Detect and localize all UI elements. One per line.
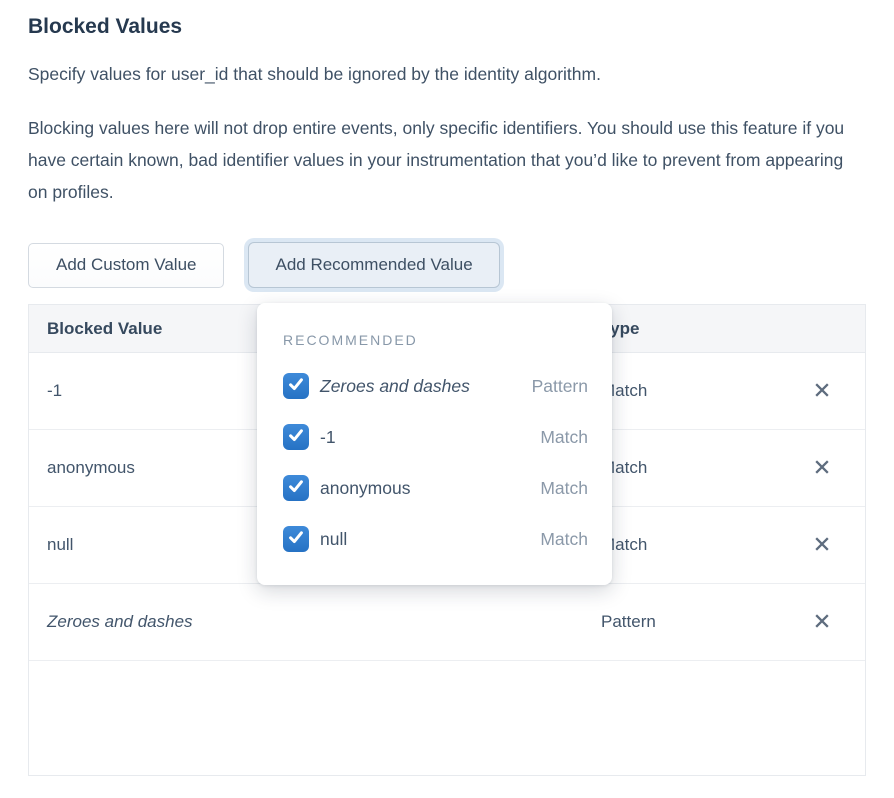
- toolbar: Add Custom Value Add Recommended Value: [28, 242, 866, 288]
- add-custom-value-button[interactable]: Add Custom Value: [28, 242, 225, 288]
- blocked-value-cell: -1: [47, 381, 63, 400]
- type-cell: Pattern: [601, 612, 656, 631]
- dropdown-header: RECOMMENDED: [283, 332, 418, 348]
- checkbox-checked[interactable]: [283, 475, 309, 501]
- remove-row-button[interactable]: [807, 453, 837, 483]
- dropdown-item-type: Match: [540, 528, 588, 549]
- page-note: Blocking values here will not drop entir…: [28, 118, 845, 202]
- close-icon: [813, 381, 831, 402]
- checkmark-icon: [286, 374, 306, 399]
- close-icon: [813, 535, 831, 556]
- remove-row-button[interactable]: [807, 607, 837, 637]
- checkmark-icon: [286, 425, 306, 450]
- recommended-values-dropdown: RECOMMENDED Zeroes and dashes Pattern -1…: [257, 303, 612, 585]
- table-row: Zeroes and dashes Pattern: [29, 584, 865, 661]
- type-cell: Match: [601, 381, 648, 400]
- checkmark-icon: [286, 476, 306, 501]
- dropdown-item-type: Match: [540, 426, 588, 447]
- dropdown-item-label: Zeroes and dashes: [320, 375, 470, 396]
- dropdown-item-label: anonymous: [320, 477, 411, 498]
- dropdown-item: null Match: [283, 526, 588, 552]
- dropdown-item: -1 Match: [283, 424, 588, 450]
- type-cell: Match: [601, 458, 648, 477]
- checkbox-checked[interactable]: [283, 526, 309, 552]
- remove-row-button[interactable]: [807, 530, 837, 560]
- dropdown-item-type: Pattern: [531, 375, 588, 396]
- checkbox-checked[interactable]: [283, 373, 309, 399]
- table-empty-area: [29, 661, 865, 775]
- close-icon: [813, 612, 831, 633]
- dropdown-item-label: -1: [320, 426, 336, 447]
- dropdown-item-type: Match: [540, 477, 588, 498]
- page-title: Blocked Values: [28, 15, 183, 38]
- checkmark-icon: [286, 527, 306, 552]
- dropdown-item: Zeroes and dashes Pattern: [283, 373, 588, 399]
- dropdown-item: anonymous Match: [283, 475, 588, 501]
- dropdown-item-label: null: [320, 528, 348, 549]
- page-description: Specify values for user_id that should b…: [28, 64, 601, 84]
- type-cell: Match: [601, 535, 648, 554]
- checkbox-checked[interactable]: [283, 424, 309, 450]
- remove-row-button[interactable]: [807, 376, 837, 406]
- blocked-value-cell: Zeroes and dashes: [47, 612, 193, 631]
- add-recommended-value-button[interactable]: Add Recommended Value: [248, 242, 500, 288]
- blocked-value-cell: null: [47, 535, 74, 554]
- column-header-type: Type: [601, 318, 640, 338]
- blocked-value-cell: anonymous: [47, 458, 135, 477]
- close-icon: [813, 458, 831, 479]
- column-header-blocked-value: Blocked Value: [47, 318, 163, 338]
